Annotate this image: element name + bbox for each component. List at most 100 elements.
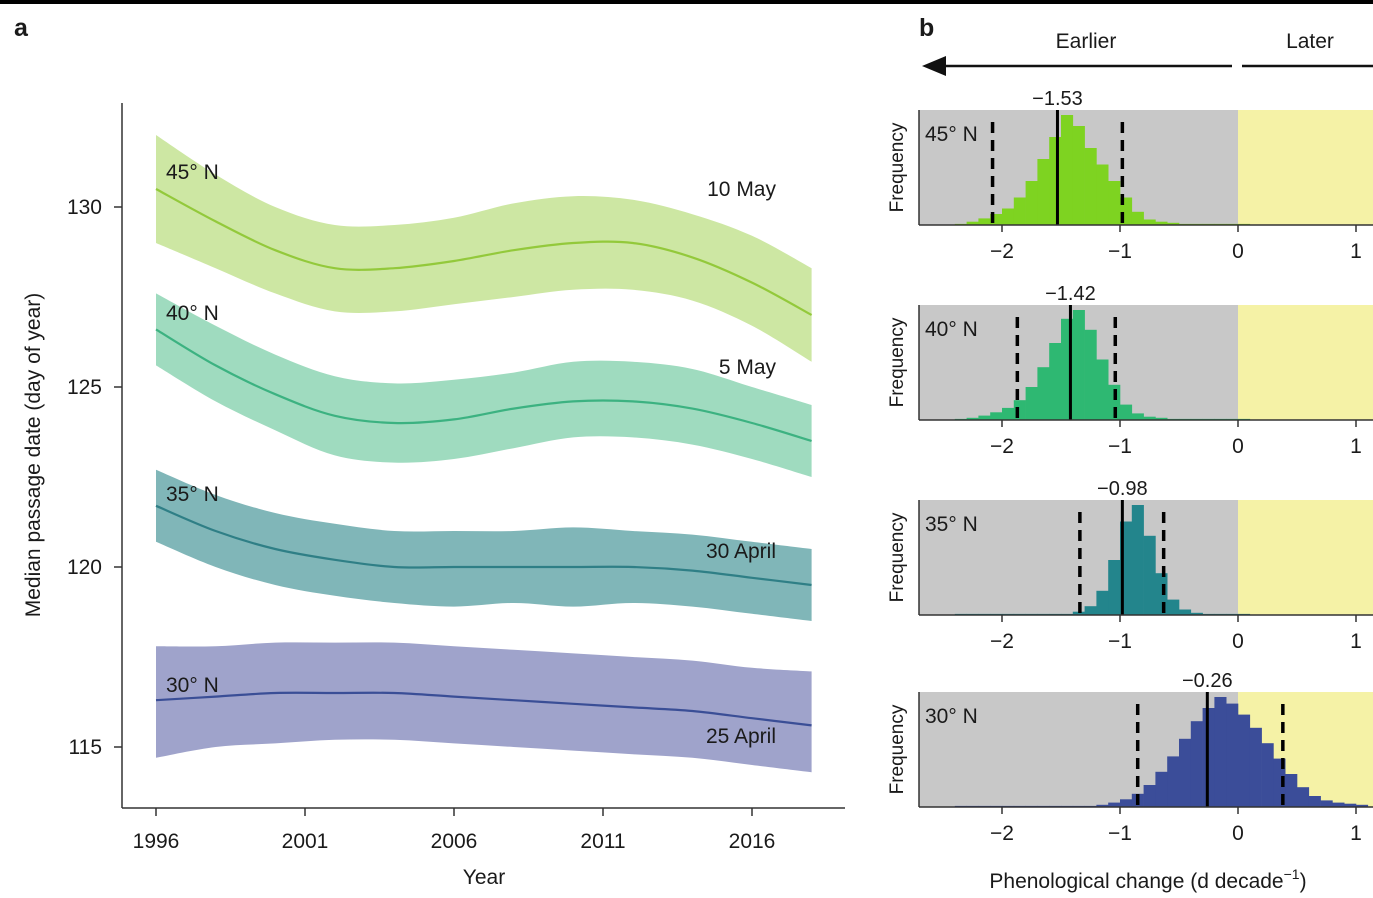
panel-a-x-tick-label: 2001 (282, 830, 329, 853)
latitude-label: 40° N (166, 302, 219, 325)
histogram-bar (1332, 802, 1345, 807)
panel-a-y-tick-label: 120 (67, 556, 102, 579)
histogram-bar (966, 417, 979, 420)
trend-line (155, 691, 812, 727)
confidence-band (156, 469, 812, 621)
trend-line (155, 188, 813, 316)
histogram-x-tick-label: 1 (1350, 822, 1362, 845)
panel-a-letter: a (14, 14, 29, 42)
latitude-label: 40° N (925, 318, 978, 341)
histogram-bar (1214, 697, 1227, 807)
histogram-bar (1096, 804, 1109, 807)
later-background (1238, 500, 1373, 615)
histogram-bar (1002, 407, 1015, 420)
latitude-label: 30° N (925, 705, 978, 728)
histogram-panel: −0.26 30° N Frequency −2 −1 0 1 (887, 670, 1373, 845)
histogram-x-tick-label: 0 (1232, 435, 1244, 458)
trend-line (155, 504, 812, 587)
histogram-bar (1308, 796, 1321, 807)
histogram-x-tick-label: 0 (1232, 630, 1244, 653)
histogram-bar (1049, 137, 1062, 225)
frequency-label: Frequency (887, 317, 908, 407)
frequency-label: Frequency (887, 512, 908, 602)
trend-line (155, 328, 812, 443)
histogram-bar (1155, 221, 1168, 225)
histogram-bar (1108, 802, 1121, 807)
histogram-panel: −1.42 40° N Frequency −2 −1 0 1 (887, 283, 1373, 458)
panel-a-x-tick-label: 1996 (133, 830, 180, 853)
median-label: −0.98 (1097, 478, 1148, 500)
histogram-bar (1143, 785, 1156, 807)
histogram-bar (1179, 609, 1192, 615)
histogram-bar (1285, 774, 1298, 807)
histogram-x-tick-label: −2 (990, 240, 1014, 263)
histogram-bar (1072, 126, 1085, 225)
earlier-arrow-head (922, 56, 946, 76)
latitude-label: 35° N (166, 483, 219, 506)
histogram-panel: −0.98 35° N Frequency −2 −1 0 1 (887, 478, 1373, 653)
panel-a-x-tick-label: 2016 (729, 830, 776, 853)
histogram-bar (990, 214, 1003, 225)
panel-b-plots: −1.53 45° N Frequency −2 −1 0 1 −1.42 40° N Frequ… (887, 88, 1373, 845)
histogram-bar (1131, 211, 1144, 225)
latitude-label: 45° N (166, 161, 219, 184)
histogram-bar (1344, 803, 1357, 807)
histogram-bar (1108, 560, 1121, 615)
histogram-bar (1155, 573, 1168, 615)
histogram-bar (978, 218, 991, 225)
confidence-band (156, 293, 812, 477)
histogram-x-tick-label: −1 (1108, 435, 1132, 458)
histogram-bar (1167, 756, 1180, 807)
histogram-bar (1226, 703, 1239, 807)
histogram-bar (990, 412, 1003, 420)
histogram-x-tick-label: −2 (990, 630, 1014, 653)
histogram-x-tick-label: 1 (1350, 630, 1362, 653)
earlier-label: Earlier (1056, 30, 1117, 53)
histogram-bar (1143, 219, 1156, 225)
top-bar (0, 0, 1373, 4)
histogram-bar (1143, 416, 1156, 420)
histogram-x-tick-label: −2 (990, 435, 1014, 458)
histogram-bar (1249, 727, 1262, 807)
panel-b-xlabel-sup: −1 (1284, 866, 1300, 882)
histogram-bar (1072, 611, 1085, 615)
histogram-x-tick-label: −1 (1108, 822, 1132, 845)
histogram-bar (1108, 181, 1121, 225)
histogram-bar (1320, 800, 1333, 807)
histogram-bar (1013, 197, 1026, 225)
histogram-bar (1190, 721, 1203, 807)
confidence-band (156, 135, 812, 362)
histogram-x-tick-label: −2 (990, 822, 1014, 845)
histogram-bar (1179, 738, 1192, 807)
histogram-bar (1084, 606, 1097, 615)
panel-b-xlabel-main: Phenological change (d decade (989, 870, 1283, 893)
panel-a-plot: 115 120 125 130 1996 2001 2006 2011 2016 45° N 10 … (67, 103, 845, 853)
latitude-label: 30° N (166, 674, 219, 697)
panel-a-y-tick-label: 115 (69, 736, 102, 759)
later-background (1238, 110, 1373, 225)
date-label: 10 May (707, 178, 776, 201)
histogram-bar (1096, 164, 1109, 225)
histogram-bar (1084, 148, 1097, 225)
median-label: −1.53 (1032, 88, 1083, 110)
panel-a-ylabel: Median passage date (day of year) (22, 293, 45, 618)
panel-a-y-tick-label: 130 (67, 196, 102, 219)
later-label: Later (1286, 30, 1334, 53)
frequency-label: Frequency (887, 122, 908, 212)
histogram-bar (1037, 367, 1050, 420)
histogram-bar (1190, 612, 1203, 615)
date-label: 5 May (719, 356, 777, 379)
histogram-bar (1167, 222, 1180, 225)
histogram-x-tick-label: 1 (1350, 240, 1362, 263)
earlier-later-arrow (922, 56, 1373, 76)
histogram-bar (1131, 505, 1144, 615)
panel-b-xlabel: Phenological change (d decade−1) (989, 866, 1306, 893)
histogram-bar (1096, 590, 1109, 615)
frequency-label: Frequency (887, 704, 908, 794)
panel-a-y-tick-label: 125 (67, 376, 102, 399)
histogram-bar (1096, 359, 1109, 420)
histogram-bar (1120, 404, 1133, 420)
histogram-x-tick-label: 0 (1232, 822, 1244, 845)
date-label: 25 April (706, 725, 776, 748)
